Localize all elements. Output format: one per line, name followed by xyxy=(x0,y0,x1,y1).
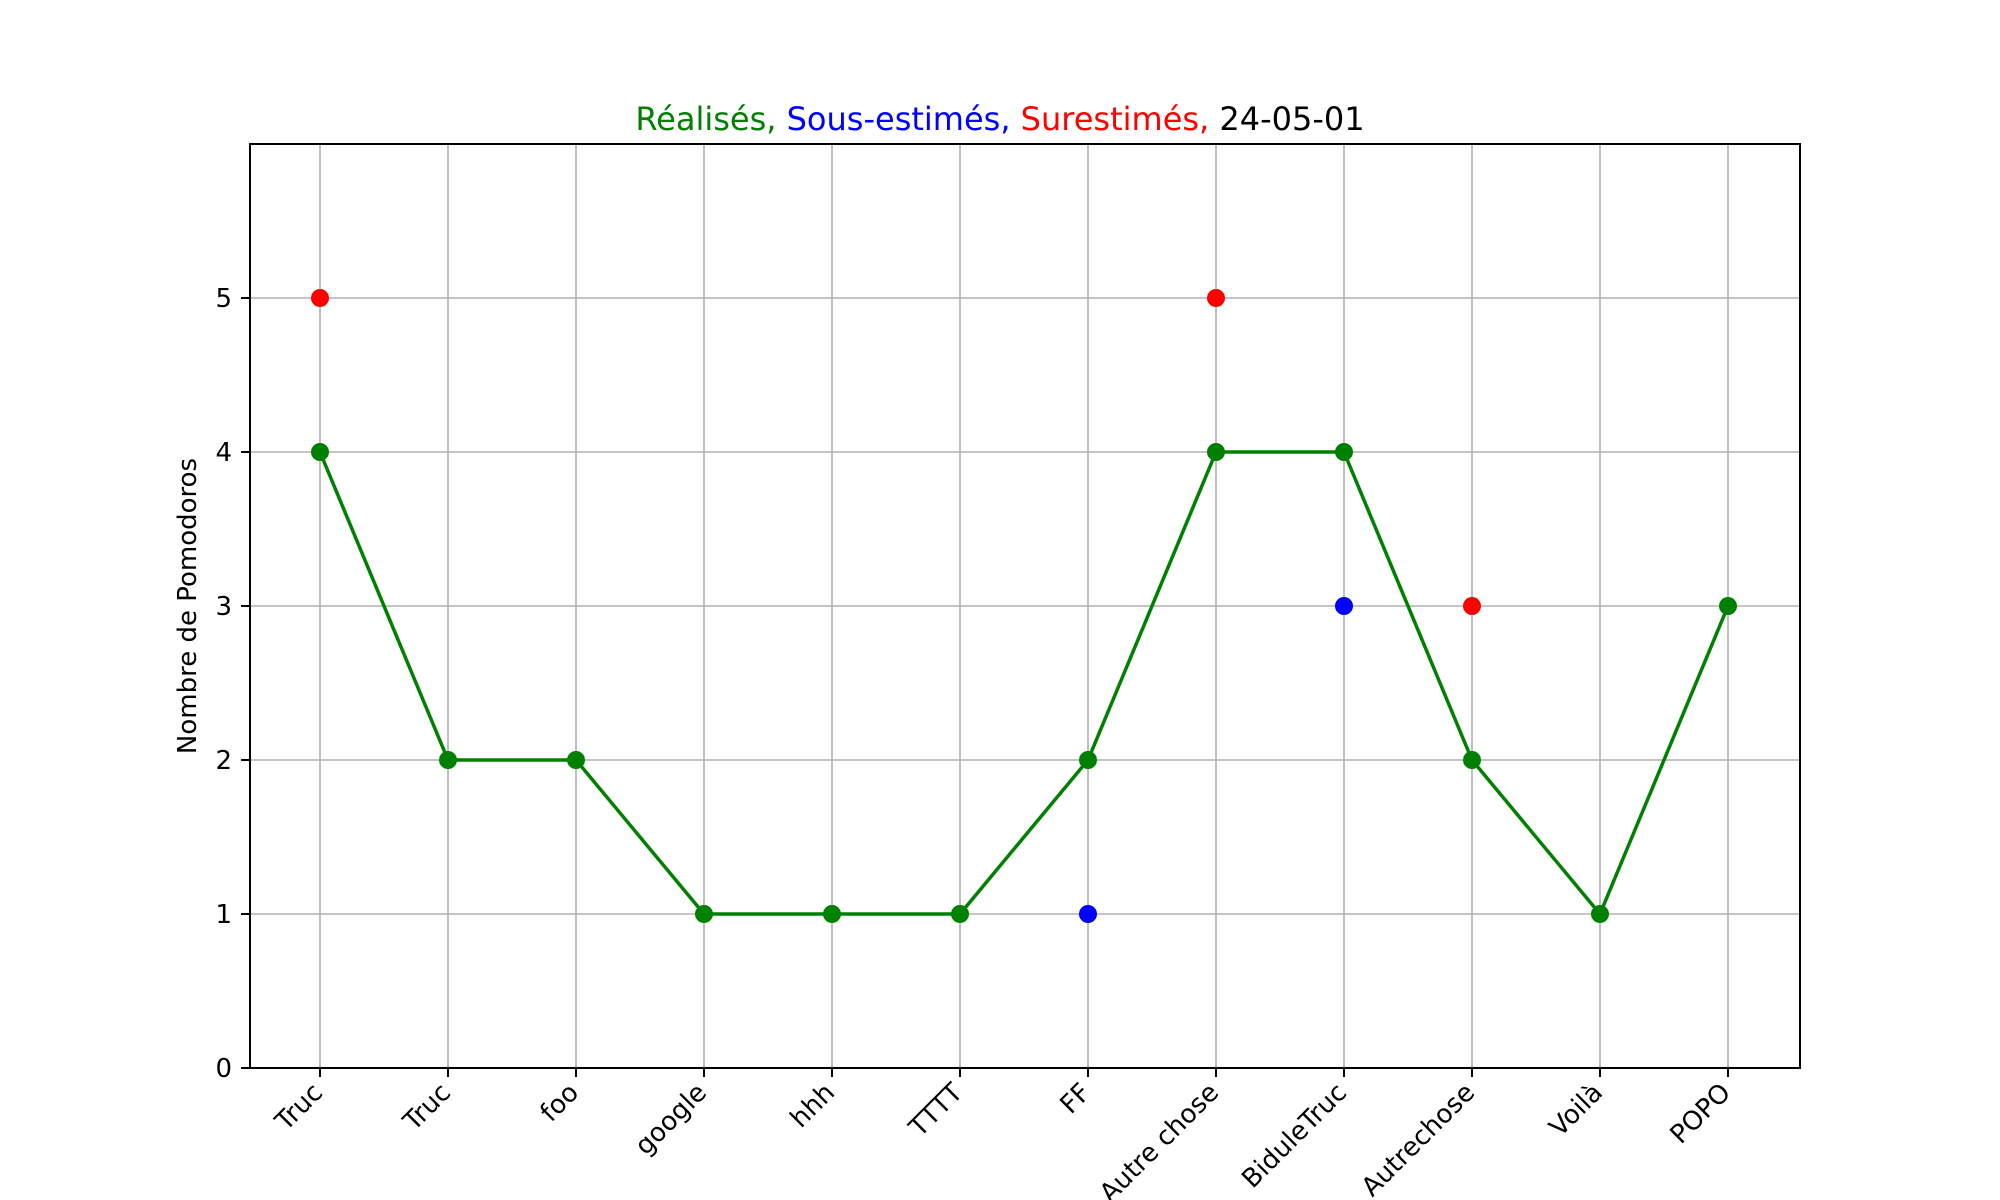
series-surestimes xyxy=(311,289,1481,615)
x-tick-label: BiduleTruc xyxy=(1236,1078,1353,1195)
y-axis: 0 1 2 3 4 5 xyxy=(215,284,250,1084)
y-tick-label: 5 xyxy=(215,284,232,314)
series-realises xyxy=(311,443,1737,923)
x-tick-label: Voilà xyxy=(1544,1078,1609,1143)
title-part: 24-05-01 xyxy=(1209,100,1364,138)
x-tick-label: Truc xyxy=(269,1078,329,1138)
point-realises xyxy=(1079,751,1097,769)
point-realises xyxy=(1335,443,1353,461)
x-tick-label: Autre chose xyxy=(1094,1078,1225,1200)
y-tick-label: 3 xyxy=(215,592,232,622)
point-surestimes xyxy=(311,289,329,307)
x-tick-label: FF xyxy=(1055,1078,1097,1120)
y-axis-label: Nombre de Pomodoros xyxy=(173,458,203,754)
point-realises xyxy=(311,443,329,461)
point-realises xyxy=(695,905,713,923)
title-part: Surestimés, xyxy=(1011,100,1210,138)
y-tick-label: 2 xyxy=(215,746,232,776)
point-realises xyxy=(567,751,585,769)
title-part: Réalisés, xyxy=(635,100,776,138)
point-realises xyxy=(1207,443,1225,461)
grid xyxy=(250,144,1800,1069)
series-sous_estimes xyxy=(1079,597,1353,923)
y-tick-label: 4 xyxy=(215,438,232,468)
x-tick-label: hhh xyxy=(785,1078,841,1134)
x-tick-label: POPO xyxy=(1665,1078,1737,1150)
y-tick-label: 0 xyxy=(215,1054,232,1084)
x-tick-label: foo xyxy=(535,1078,585,1128)
title-part: Sous-estimés, xyxy=(776,100,1010,138)
x-tick-label: TTTT xyxy=(903,1078,969,1144)
series-layer xyxy=(311,289,1737,923)
chart-title: Réalisés, Sous-estimés, Surestimés, 24-0… xyxy=(635,100,1364,138)
x-tick-label: Autrechose xyxy=(1356,1078,1481,1200)
series-line-realises xyxy=(318,450,1730,916)
point-realises xyxy=(1591,905,1609,923)
point-surestimes xyxy=(1463,597,1481,615)
point-realises xyxy=(823,905,841,923)
point-sous_estimes xyxy=(1335,597,1353,615)
point-realises xyxy=(1463,751,1481,769)
x-tick-label: google xyxy=(629,1078,712,1161)
y-tick-label: 1 xyxy=(215,900,232,930)
point-sous_estimes xyxy=(1079,905,1097,923)
point-realises xyxy=(1719,597,1737,615)
point-realises xyxy=(951,905,969,923)
point-surestimes xyxy=(1207,289,1225,307)
point-realises xyxy=(439,751,457,769)
x-tick-label: Truc xyxy=(397,1078,457,1138)
